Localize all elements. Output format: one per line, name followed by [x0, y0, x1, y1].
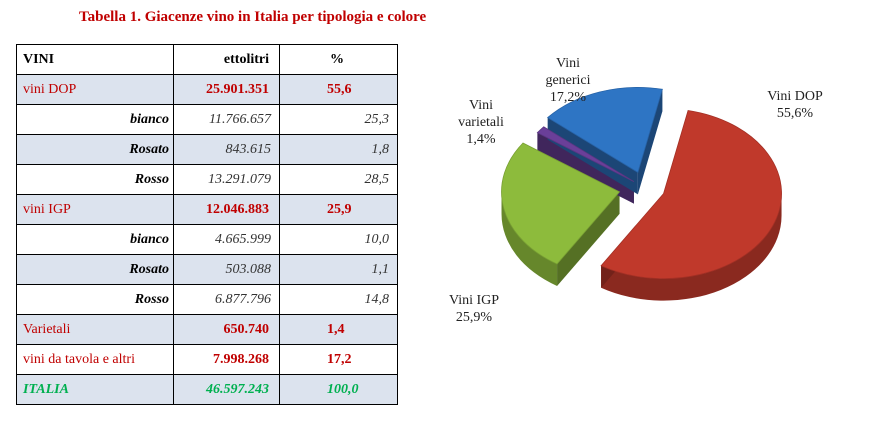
row-ettolitri: 6.877.796	[173, 284, 280, 315]
label-igp-pct: 25,9%	[456, 310, 493, 325]
row-ettolitri: 7.998.268	[173, 344, 280, 375]
row-percent: 14,8	[279, 284, 398, 315]
row-percent: 1,8	[279, 134, 398, 165]
row-ettolitri: 503.088	[173, 254, 280, 285]
pie-chart: Vini DOP 55,6% Vini generici 17,2% Vini …	[449, 56, 823, 325]
header-vini: VINI	[16, 44, 174, 75]
row-ettolitri: 13.291.079	[173, 164, 280, 195]
row-percent: 10,0	[279, 224, 398, 255]
varietali-slice	[536, 126, 635, 182]
label-dop-pct: 55,6%	[777, 106, 814, 121]
header-percent: %	[279, 44, 398, 75]
giacenze-table: VINI ettolitri % vini DOP 25.901.351 55,…	[16, 44, 398, 405]
igp-slice	[501, 142, 621, 265]
row-percent: 1,1	[279, 254, 398, 285]
label-generici-line1: Vini	[556, 56, 580, 71]
row-label: Varietali	[16, 314, 174, 345]
row-ettolitri: 843.615	[173, 134, 280, 165]
table-row: vini da tavola e altri 7.998.268 17,2	[16, 344, 398, 375]
row-percent: 25,9	[279, 194, 398, 225]
row-label: Rosato	[16, 254, 174, 285]
table-row: vini DOP 25.901.351 55,6	[16, 74, 398, 105]
row-percent: 28,5	[279, 164, 398, 195]
label-generici-pct: 17,2%	[550, 90, 587, 105]
table-row: Rosso 13.291.079 28,5	[16, 164, 398, 195]
row-percent: 100,0	[279, 374, 398, 405]
header-ettolitri: ettolitri	[173, 44, 280, 75]
dop-slice-side	[601, 193, 782, 301]
table-row: Rosato 843.615 1,8	[16, 134, 398, 165]
row-ettolitri: 46.597.243	[173, 374, 280, 405]
label-igp-name: Vini IGP	[449, 293, 499, 308]
row-ettolitri: 11.766.657	[173, 104, 280, 135]
row-label: Rosso	[16, 164, 174, 195]
row-percent: 25,3	[279, 104, 398, 135]
generici-slice-edge	[637, 89, 663, 195]
label-varietali-line2: varietali	[458, 115, 504, 130]
table-row: Varietali 650.740 1,4	[16, 314, 398, 345]
row-label: Rosso	[16, 284, 174, 315]
generici-slice	[546, 86, 663, 174]
row-label: bianco	[16, 104, 174, 135]
page-title: Tabella 1. Giacenze vino in Italia per t…	[79, 9, 427, 25]
row-label: vini IGP	[16, 194, 174, 225]
generici-slice-edge	[547, 117, 638, 195]
table-row: Rosso 6.877.796 14,8	[16, 284, 398, 315]
label-varietali-pct: 1,4%	[466, 132, 496, 147]
igp-slice-edge	[557, 191, 620, 286]
dop-slice	[600, 110, 782, 279]
label-generici-line2: generici	[545, 73, 590, 88]
row-label: ITALIA	[16, 374, 174, 405]
row-label: vini da tavola e altri	[16, 344, 174, 375]
row-ettolitri: 650.740	[173, 314, 280, 345]
row-percent: 1,4	[279, 314, 398, 345]
table-row: Rosato 503.088 1,1	[16, 254, 398, 285]
row-percent: 55,6	[279, 74, 398, 105]
table-total-row: ITALIA 46.597.243 100,0	[16, 374, 398, 405]
row-label: Rosato	[16, 134, 174, 165]
row-ettolitri: 12.046.883	[173, 194, 280, 225]
row-percent: 17,2	[279, 344, 398, 375]
igp-slice-side	[501, 191, 558, 286]
row-ettolitri: 4.665.999	[173, 224, 280, 255]
label-varietali-line1: Vini	[469, 98, 493, 113]
row-ettolitri: 25.901.351	[173, 74, 280, 105]
table-row: vini IGP 12.046.883 25,9	[16, 194, 398, 225]
table-header-row: VINI ettolitri %	[16, 44, 398, 75]
row-label: bianco	[16, 224, 174, 255]
row-label: vini DOP	[16, 74, 174, 105]
table-row: bianco 4.665.999 10,0	[16, 224, 398, 255]
table-row: bianco 11.766.657 25,3	[16, 104, 398, 135]
label-dop-name: Vini DOP	[767, 89, 823, 104]
